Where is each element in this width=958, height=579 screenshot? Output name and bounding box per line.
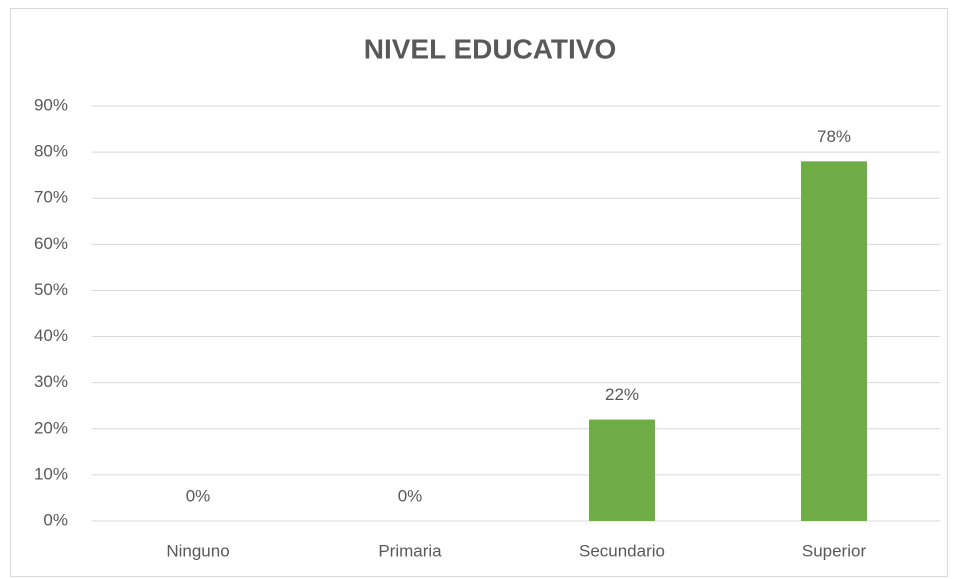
y-tick-label: 80% [34, 142, 68, 161]
y-tick-label: 10% [34, 464, 68, 483]
y-tick-label: 0% [43, 510, 68, 529]
y-tick-label: 90% [34, 95, 68, 114]
x-tick-label: Superior [802, 541, 867, 560]
data-label: 0% [186, 486, 211, 505]
chart-title: NIVEL EDUCATIVO [364, 33, 617, 64]
y-tick-label: 20% [34, 418, 68, 437]
chart-border [10, 8, 948, 577]
data-label: 0% [398, 486, 423, 505]
data-label: 78% [817, 127, 851, 146]
x-tick-label: Primaria [378, 541, 442, 560]
bar [589, 419, 655, 521]
y-tick-label: 30% [34, 372, 68, 391]
bar [801, 161, 867, 522]
data-label: 22% [605, 385, 639, 404]
y-tick-label: 50% [34, 280, 68, 299]
y-tick-label: 40% [34, 326, 68, 345]
y-tick-label: 60% [34, 234, 68, 253]
x-tick-label: Secundario [579, 541, 665, 560]
x-tick-label: Ninguno [166, 541, 229, 560]
y-tick-label: 70% [34, 188, 68, 207]
